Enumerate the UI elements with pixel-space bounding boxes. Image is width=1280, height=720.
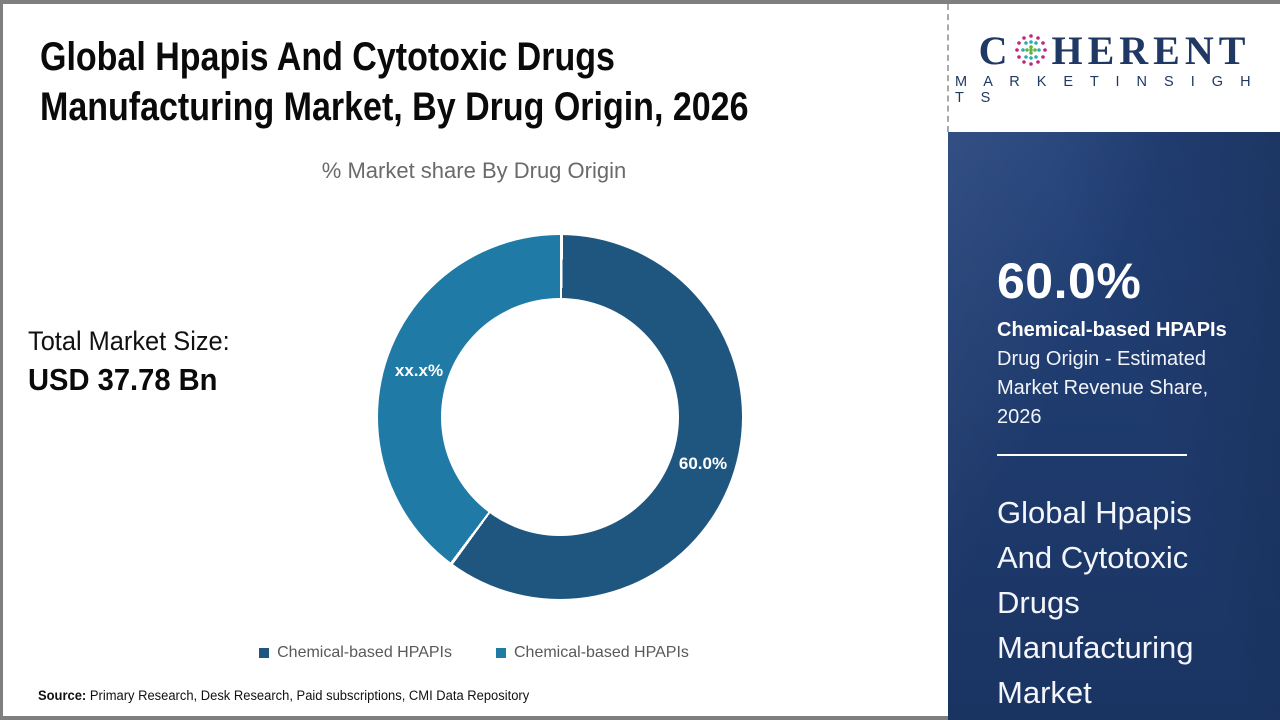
slide-border-left xyxy=(0,0,3,720)
total-market-label: Total Market Size: xyxy=(28,326,230,356)
legend-label-2: Chemical-based HPAPIs xyxy=(514,644,689,661)
logo-tagline: M A R K E T I N S I G H T S xyxy=(955,73,1258,106)
sidebar-panel: 60.0% Chemical-based HPAPIs Drug Origin … xyxy=(948,132,1280,720)
chart-legend: Chemical-based HPAPIs Chemical-based HPA… xyxy=(0,644,948,662)
total-market-value: USD 37.78 Bn xyxy=(28,362,218,397)
legend-item-1: Chemical-based HPAPIs xyxy=(259,644,452,662)
logo-word-end: HERENT xyxy=(1051,27,1251,73)
slice-label-chemical-60: 60.0% xyxy=(678,454,728,473)
coherent-logo: C HERENT xyxy=(978,27,1251,73)
legend-item-2: Chemical-based HPAPIs xyxy=(496,644,689,662)
sidebar-market-heading: Global Hpapis And Cytotoxic Drugs Manufa… xyxy=(997,495,1194,710)
legend-marker-teal-icon xyxy=(496,648,506,658)
source-text: Primary Research, Desk Research, Paid su… xyxy=(86,688,530,703)
stat-segment-name: Chemical-based HPAPIs xyxy=(997,319,1227,341)
legend-marker-dark-blue-icon xyxy=(259,648,270,658)
dashed-divider xyxy=(947,4,949,132)
logo-area: C HERENT M xyxy=(949,4,1280,132)
source-label: Source: xyxy=(38,688,87,703)
stat-value: 60.0% xyxy=(997,253,1142,309)
slide-border-bottom xyxy=(0,716,948,720)
legend-label-1: Chemical-based HPAPIs xyxy=(277,644,452,661)
stat-description: Drug Origin - Estimated Market Revenue S… xyxy=(997,348,1209,428)
logo-word-start: C xyxy=(978,27,1013,73)
donut-chart: 60.0% xx.x% xyxy=(378,235,742,599)
source-line: Source: Primary Research, Desk Research,… xyxy=(38,688,529,703)
globe-dots-icon xyxy=(1015,33,1048,66)
sidebar-divider xyxy=(997,454,1187,456)
slide-border-top xyxy=(0,0,1280,4)
chart-title: % Market share By Drug Origin xyxy=(321,158,627,183)
slice-label-masked: xx.x% xyxy=(394,361,444,380)
page-title: Global Hpapis And Cytotoxic Drugs Manufa… xyxy=(40,35,749,129)
total-market-size: Total Market Size: USD 37.78 Bn xyxy=(28,322,230,400)
